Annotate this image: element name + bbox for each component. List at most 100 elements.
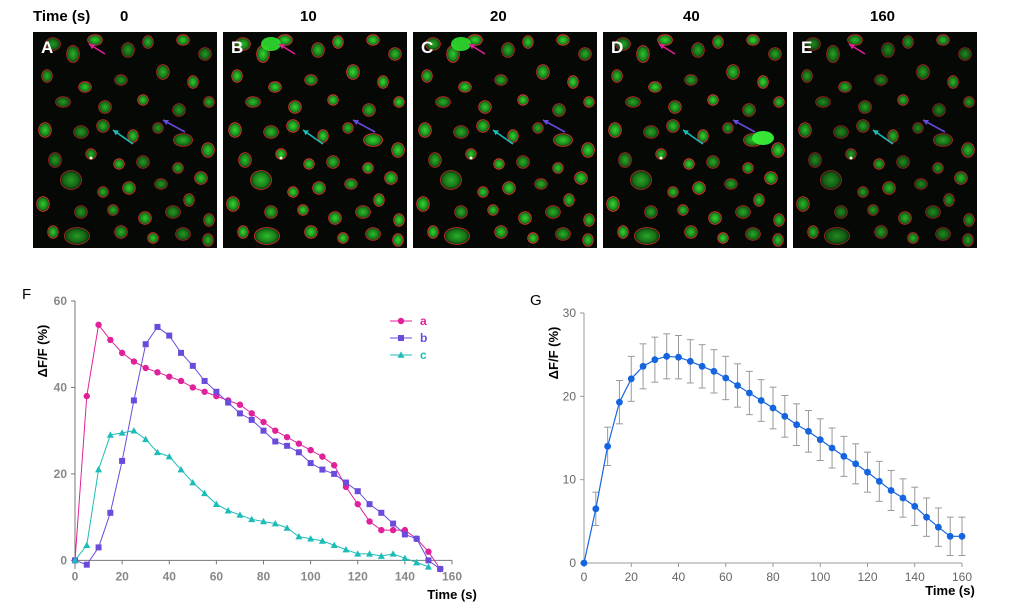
data-point <box>651 356 659 364</box>
x-tick-label: 60 <box>210 569 224 583</box>
cell <box>873 158 885 170</box>
cyan-arrow-icon <box>112 129 134 145</box>
cell <box>73 125 89 139</box>
data-point <box>378 509 385 516</box>
data-point <box>875 477 883 485</box>
x-tick-label: 100 <box>301 569 321 583</box>
data-point <box>260 427 267 434</box>
time-header-0: 0 <box>120 8 129 25</box>
cell <box>574 171 588 185</box>
data-point <box>154 369 161 376</box>
cell <box>582 233 594 247</box>
cell <box>735 205 751 219</box>
cell <box>421 69 433 83</box>
cell <box>355 205 371 219</box>
cell <box>136 155 150 169</box>
data-point <box>675 353 682 361</box>
cell <box>138 211 152 225</box>
cell <box>677 204 689 216</box>
cell-image-b <box>226 34 405 247</box>
cell <box>683 158 695 170</box>
cell <box>657 34 673 46</box>
y-axis-label: ΔF/F (%) <box>546 327 561 380</box>
data-point <box>83 392 90 400</box>
cell <box>553 133 573 147</box>
cell <box>796 196 810 212</box>
data-point <box>142 341 149 348</box>
cell <box>666 119 680 133</box>
purple-arrow-icon <box>732 119 756 133</box>
cell <box>502 181 516 195</box>
x-tick-label: 120 <box>857 570 877 584</box>
data-point <box>828 444 836 452</box>
cell <box>122 181 136 195</box>
data-point <box>663 352 671 360</box>
data-point <box>722 374 730 382</box>
cell <box>768 47 782 61</box>
cell <box>47 225 59 239</box>
cell <box>362 103 376 117</box>
cell <box>418 122 432 138</box>
cell <box>98 100 112 114</box>
cell <box>226 196 240 212</box>
data-point <box>283 433 291 441</box>
magenta-arrow-icon <box>848 43 866 55</box>
panel-label-d: D <box>611 38 624 57</box>
cell <box>175 227 191 241</box>
cell <box>78 81 92 93</box>
data-point <box>95 544 102 551</box>
cell <box>874 74 888 86</box>
cell <box>932 162 944 174</box>
data-point <box>319 453 326 460</box>
cell <box>742 162 754 174</box>
data-point <box>401 554 409 561</box>
cell <box>493 158 505 170</box>
chart-f: 0 20 40 60 80 100 120 140 160 0 20 40 60 ΔF/F (%) Time… <box>35 294 477 602</box>
data-point <box>106 431 114 438</box>
cell <box>898 211 912 225</box>
cell <box>328 211 342 225</box>
cell <box>121 42 135 58</box>
cell <box>45 37 61 51</box>
data-point <box>295 440 303 447</box>
chart-g-letter: G <box>530 292 542 309</box>
data-point <box>201 377 208 384</box>
cell <box>907 232 919 244</box>
cell <box>268 81 282 93</box>
cell <box>691 42 705 58</box>
cell <box>742 103 756 117</box>
cell <box>518 211 532 225</box>
data-point <box>271 520 279 527</box>
cell <box>706 155 720 169</box>
cell <box>87 34 103 46</box>
cell <box>36 196 50 212</box>
data-point <box>342 479 349 486</box>
data-point <box>616 398 623 406</box>
cell <box>152 122 164 134</box>
cell <box>838 81 852 93</box>
data-point <box>401 531 408 538</box>
cell <box>365 227 381 241</box>
cell <box>288 100 302 114</box>
cell <box>826 45 840 63</box>
cell <box>712 35 724 49</box>
cell <box>187 75 199 89</box>
cell <box>697 129 709 143</box>
data-point <box>378 526 385 534</box>
cell <box>630 170 652 190</box>
data-point <box>201 489 209 497</box>
cell <box>581 142 595 158</box>
cell <box>833 125 849 139</box>
magenta-arrow-icon <box>658 43 676 55</box>
data-point <box>390 520 397 527</box>
cell <box>326 155 340 169</box>
time-axis-label: Time (s) <box>33 8 91 25</box>
data-point <box>389 550 397 557</box>
data-point <box>710 367 718 375</box>
data-point <box>580 559 588 567</box>
cell <box>764 171 778 185</box>
cell <box>311 42 325 58</box>
cell <box>377 75 389 89</box>
data-point <box>366 518 373 525</box>
cell <box>801 69 813 83</box>
